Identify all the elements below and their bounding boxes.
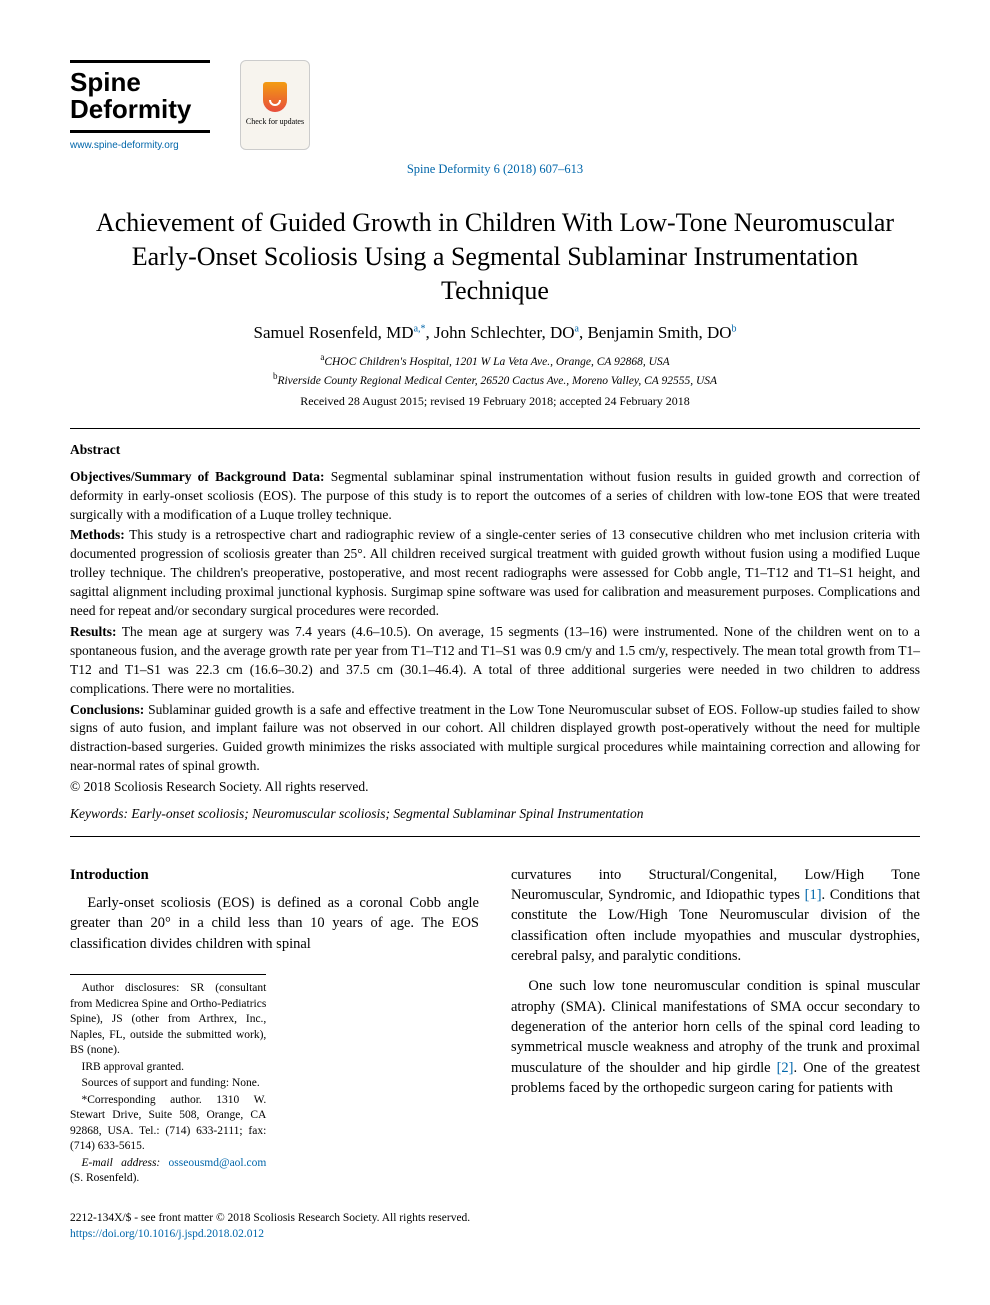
journal-bottom-rule xyxy=(70,130,210,133)
intro-paragraph-1: Early-onset scoliosis (EOS) is defined a… xyxy=(70,893,479,954)
footnote-email-attr: (S. Rosenfeld). xyxy=(70,1172,139,1184)
affiliation-a-text: CHOC Children's Hospital, 1201 W La Veta… xyxy=(324,356,669,368)
check-updates-badge[interactable]: Check for updates xyxy=(240,60,310,150)
footnote-funding: Sources of support and funding: None. xyxy=(70,1076,266,1092)
citation-line: Spine Deformity 6 (2018) 607–613 xyxy=(70,161,920,179)
journal-top-rule xyxy=(70,60,210,63)
authors-line: Samuel Rosenfeld, MDa,*, John Schlechter… xyxy=(70,321,920,345)
page-footer: 2212-134X/$ - see front matter © 2018 Sc… xyxy=(70,1210,920,1242)
author-1-marks: a,* xyxy=(414,324,426,335)
header-row: Spine Deformity www.spine-deformity.org … xyxy=(70,60,920,153)
abstract-methods: Methods: This study is a retrospective c… xyxy=(70,526,920,620)
reference-link-1[interactable]: [1] xyxy=(805,887,822,903)
abstract-block: Abstract Objectives/Summary of Backgroun… xyxy=(70,429,920,836)
intro-paragraph-3: One such low tone neuromuscular conditio… xyxy=(511,976,920,1098)
footnote-irb: IRB approval granted. xyxy=(70,1060,266,1076)
right-column: curvatures into Structural/Congenital, L… xyxy=(511,865,920,1188)
abstract-bottom-rule xyxy=(70,836,920,837)
footnote-email-link[interactable]: osseousmd@aol.com xyxy=(169,1157,267,1169)
affiliation-b-text: Riverside County Regional Medical Center… xyxy=(277,375,717,387)
author-2: John Schlechter, DO xyxy=(434,323,574,342)
abstract-conclusions: Conclusions: Sublaminar guided growth is… xyxy=(70,701,920,777)
abstract-results-text: The mean age at surgery was 7.4 years (4… xyxy=(70,624,920,696)
abstract-heading: Abstract xyxy=(70,441,920,460)
footnotes-block: Author disclosures: SR (consultant from … xyxy=(70,974,266,1187)
author-2-marks: a xyxy=(575,324,579,335)
abstract-objectives: Objectives/Summary of Background Data: S… xyxy=(70,468,920,525)
abstract-results: Results: The mean age at surgery was 7.4… xyxy=(70,623,920,699)
doi-link[interactable]: https://doi.org/10.1016/j.jspd.2018.02.0… xyxy=(70,1228,264,1240)
affiliation-a: aCHOC Children's Hospital, 1201 W La Vet… xyxy=(70,351,920,370)
article-dates: Received 28 August 2015; revised 19 Febr… xyxy=(70,393,920,410)
footnote-email-line: E-mail address: osseousmd@aol.com (S. Ro… xyxy=(70,1156,266,1187)
intro-paragraph-2: curvatures into Structural/Congenital, L… xyxy=(511,865,920,966)
keywords-line: Keywords: Early-onset scoliosis; Neuromu… xyxy=(70,805,920,824)
author-3-marks: b xyxy=(732,324,737,335)
abstract-methods-label: Methods: xyxy=(70,527,125,542)
journal-name-line2: Deformity xyxy=(70,96,210,123)
footnote-disclosures: Author disclosures: SR (consultant from … xyxy=(70,981,266,1059)
journal-website-link[interactable]: www.spine-deformity.org xyxy=(70,139,210,153)
check-updates-label: Check for updates xyxy=(246,116,304,127)
abstract-results-label: Results: xyxy=(70,624,117,639)
check-updates-icon xyxy=(263,82,287,112)
abstract-conclusions-label: Conclusions: xyxy=(70,702,144,717)
author-1: Samuel Rosenfeld, MD xyxy=(254,323,414,342)
introduction-heading: Introduction xyxy=(70,865,479,885)
author-3: Benjamin Smith, DO xyxy=(587,323,731,342)
keywords-text: Early-onset scoliosis; Neuromuscular sco… xyxy=(131,806,643,821)
article-title: Achievement of Guided Growth in Children… xyxy=(90,206,900,307)
main-columns: Introduction Early-onset scoliosis (EOS)… xyxy=(70,865,920,1188)
journal-block: Spine Deformity www.spine-deformity.org xyxy=(70,60,210,153)
keywords-label: Keywords: xyxy=(70,806,128,821)
abstract-copyright: © 2018 Scoliosis Research Society. All r… xyxy=(70,778,920,797)
abstract-methods-text: This study is a retrospective chart and … xyxy=(70,527,920,618)
front-matter-line: 2212-134X/$ - see front matter © 2018 Sc… xyxy=(70,1210,920,1226)
reference-link-2[interactable]: [2] xyxy=(777,1060,794,1076)
abstract-objectives-label: Objectives/Summary of Background Data: xyxy=(70,469,325,484)
footnote-email-label: E-mail address: xyxy=(82,1157,161,1169)
journal-name-line1: Spine xyxy=(70,69,210,96)
affiliation-b: bRiverside County Regional Medical Cente… xyxy=(70,370,920,389)
abstract-conclusions-text: Sublaminar guided growth is a safe and e… xyxy=(70,702,920,774)
footnote-corresponding: *Corresponding author. 1310 W. Stewart D… xyxy=(70,1093,266,1155)
left-column: Introduction Early-onset scoliosis (EOS)… xyxy=(70,865,479,1188)
